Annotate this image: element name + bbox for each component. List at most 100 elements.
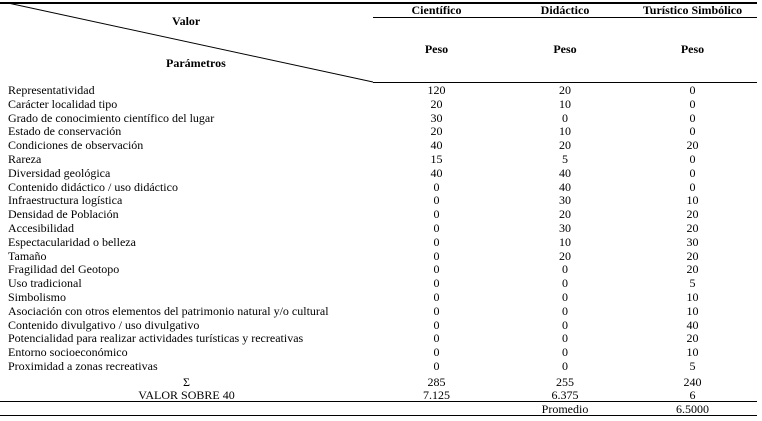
header-peso: Peso [680,42,705,56]
weight-value: 20 [686,138,699,153]
parameter-name: Uso tradicional [8,276,82,291]
weight-value: 5 [562,152,568,166]
sum-turistico: 240 [683,375,702,389]
sum-row: Σ 285 255 240 [0,375,762,389]
table-row: Asociación con otros elementos del patri… [0,304,762,318]
parameter-name: Diversidad geológica [8,165,111,180]
parameter-name: Grado de conocimiento científico del lug… [8,110,215,125]
table-row: Fragilidad del Geotopo 0 0 20 [0,262,762,276]
weight-value: 0 [433,262,440,277]
header-didactico: Didáctico [540,3,590,17]
sum-label: Σ [183,375,190,389]
promedio-row: Promedio 6.5000 [0,402,762,416]
weight-value: 20 [686,221,699,235]
table-row: Grado de conocimiento científico del lug… [0,111,762,125]
weight-value: 5 [689,359,696,373]
weight-value: 0 [689,152,696,166]
parameter-name: Densidad de Población [8,207,119,222]
table-row: Tamaño 0 20 20 [0,249,762,263]
weight-value: 10 [686,193,699,208]
weight-value: 0 [433,179,440,194]
weight-value: 0 [433,234,440,249]
weight-value: 20 [686,248,699,263]
weight-value: 0 [562,276,568,291]
header-turistico: Turístico Simbólico [642,3,743,17]
parameter-name: Entorno socioeconómico [8,345,128,360]
table-row: Espectacularidad o belleza 0 10 30 [0,235,762,249]
weight-value: 0 [689,96,696,111]
table-row: Condiciones de observación 40 20 20 [0,138,762,152]
parameter-name: Tamaño [8,248,47,263]
parameter-name: Rareza [8,152,42,166]
parameter-name: Condiciones de observación [8,138,144,153]
parameter-name: Accesibilidad [8,221,74,235]
header-sub-rule [373,17,757,18]
table-row: Proximidad a zonas recreativas 0 0 5 [0,359,762,373]
weight-value: 0 [562,359,568,373]
weight-value: 0 [562,110,568,125]
weight-value: 0 [562,331,568,346]
table-row: Entorno socioeconómico 0 0 10 [0,345,762,359]
weight-value: 20 [430,124,443,139]
valor40-turistico: 6 [689,388,696,402]
weight-value: 0 [689,165,696,180]
parameter-name: Fragilidad del Geotopo [8,262,120,277]
weight-value: 0 [433,303,440,318]
parameter-name: Asociación con otros elementos del patri… [8,303,329,318]
parameter-name: Potencialidad para realizar actividades … [8,331,304,346]
weight-value: 0 [433,248,440,263]
weight-value: 0 [433,290,440,304]
weight-value: 0 [689,179,696,194]
promedio-value: 6.5000 [676,402,709,416]
table-row: Contenido divulgativo / uso divulgativo 0… [0,318,762,332]
weight-value: 40 [686,317,699,332]
parameter-name: Proximidad a zonas recreativas [8,359,158,373]
weight-value: 0 [689,110,696,125]
weight-value: 10 [559,124,571,139]
parameter-name: Representatividad [8,83,95,97]
weight-value: 20 [559,138,571,153]
weight-value: 0 [562,290,568,304]
table-row: Estado de conservación 20 10 0 [0,124,762,138]
weight-value: 20 [559,248,571,263]
weight-value: 0 [689,83,696,97]
weight-value: 40 [430,165,443,180]
weight-value: 0 [562,345,568,360]
bottom-rule [0,415,757,416]
table-row: Densidad de Población 0 20 20 [0,207,762,221]
promedio-label: Promedio [541,402,589,416]
weight-value: 0 [562,303,568,318]
parameter-name: Carácter localidad tipo [8,96,118,111]
valor40-didactico: 6.375 [551,388,579,402]
weight-value: 20 [686,207,699,222]
weight-value: 5 [689,276,696,291]
weight-value: 40 [430,138,443,153]
weight-value: 0 [433,359,440,373]
table-row: Diversidad geológica 40 40 0 [0,166,762,180]
weight-value: 20 [559,207,571,222]
valor40-label: VALOR SOBRE 40 [138,388,235,402]
weight-value: 10 [686,303,699,318]
weight-value: 10 [559,96,571,111]
header-peso: Peso [553,42,577,56]
weight-value: 20 [686,331,699,346]
parameter-name: Simbolismo [8,290,67,304]
weight-value: 30 [559,221,571,235]
diagonal-header-line [7,2,374,83]
table-row: Uso tradicional 0 0 5 [0,276,762,290]
weight-value: 30 [686,234,699,249]
sum-didactico: 255 [556,375,574,389]
parameter-name: Estado de conservación [8,124,122,139]
weight-value: 0 [562,317,568,332]
weight-value: 20 [559,83,571,97]
header-parametros: Parámetros [166,56,226,70]
valor40-row: VALOR SOBRE 40 7.125 6.375 6 [0,388,762,402]
header-valor: Valor [172,14,201,28]
weight-value: 10 [559,234,571,249]
table-row: Carácter localidad tipo 20 10 0 [0,97,762,111]
parameter-name: Contenido didáctico / uso didáctico [8,179,178,194]
weight-value: 40 [559,179,571,194]
table-row: Rareza 15 5 0 [0,152,762,166]
weight-value: 30 [559,193,571,208]
table-row: Infraestructura logística 0 30 10 [0,193,762,207]
